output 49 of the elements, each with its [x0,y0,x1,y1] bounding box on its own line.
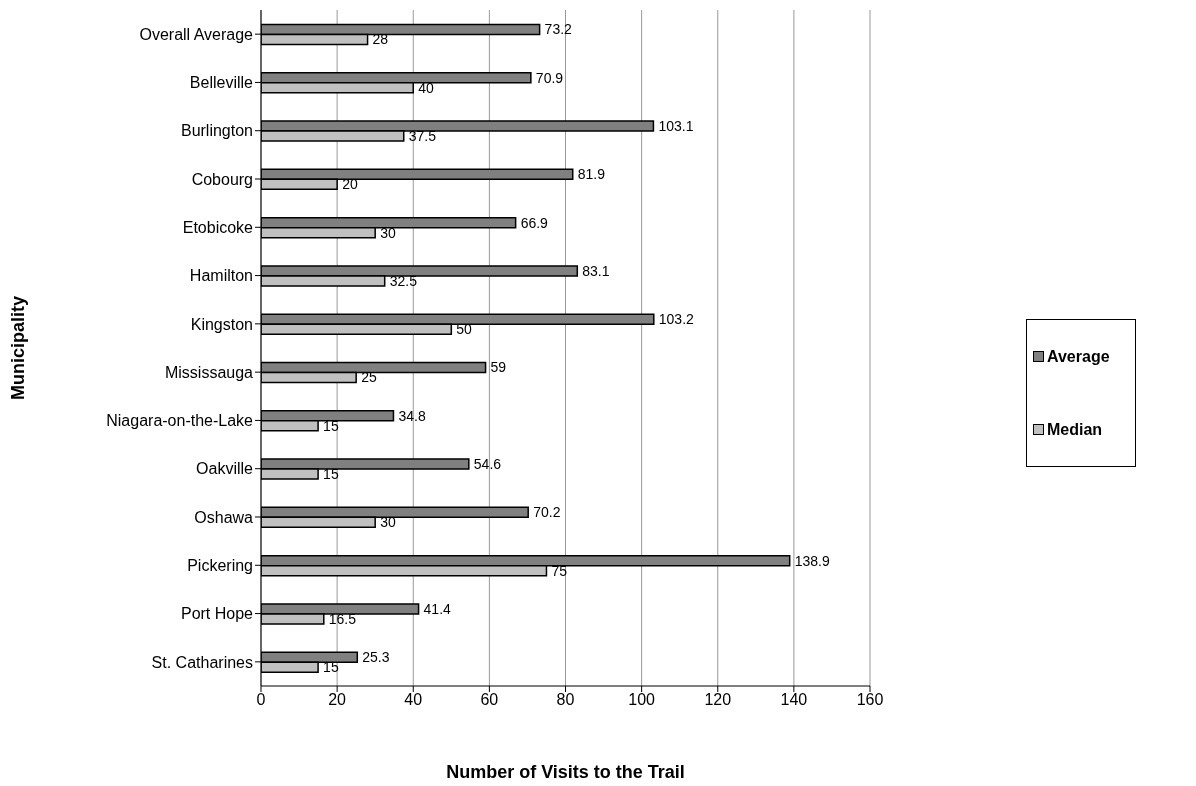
data-label: 103.2 [658,311,695,328]
y-tick-label: St. Catharines [151,653,253,671]
data-label: 75 [551,562,568,579]
y-tick-label: Mississauga [164,363,254,381]
data-label: 41.4 [423,600,452,617]
x-tick-label: 80 [556,691,575,709]
legend-label: Average [1046,347,1111,366]
y-tick-label: Pickering [187,556,253,574]
x-tick-label: 60 [480,691,499,709]
data-label: 70.9 [535,69,564,86]
data-label: 30 [380,224,396,241]
data-label: 16.5 [328,610,357,627]
data-label: 59 [490,359,507,376]
data-label: 40 [418,79,435,96]
y-tick-label: Hamilton [189,267,253,285]
data-label: 73.2 [544,21,573,38]
x-tick-label: 160 [856,691,884,709]
x-tick-label: 120 [704,691,732,709]
data-label: 32.5 [389,272,418,289]
data-label: 138.9 [794,552,830,569]
data-label: 70.2 [533,504,561,521]
data-label: 66.9 [520,214,549,231]
y-tick-label: Niagara-on-the-Lake [106,412,254,430]
y-tick-label: Oakville [196,460,254,478]
data-label: 54.6 [473,456,502,473]
y-tick-label: Oshawa [194,508,254,526]
data-label: 83.1 [582,262,610,279]
x-tick-label: 20 [328,691,347,709]
y-tick-label: Port Hope [180,605,254,623]
x-axis-title: Number of Visits to the Trail [446,762,685,782]
data-label: 37.5 [408,128,437,145]
y-tick-label: Overall Average [139,25,254,43]
y-tick-label: Cobourg [191,170,253,188]
data-label: 81.9 [577,166,606,183]
x-tick-label: 40 [404,691,423,709]
y-tick-label: Belleville [189,74,254,92]
x-tick-label: 100 [628,691,656,709]
y-tick-label: Burlington [180,122,253,140]
x-tick-label: 0 [256,691,266,709]
data-label: 25.3 [362,649,390,666]
data-label: 15 [323,417,339,434]
data-label: 15 [323,466,339,483]
legend-label: Median [1046,420,1104,439]
y-axis-title: Municipality [8,295,29,401]
data-label: 103.1 [658,118,694,135]
y-tick-label: Etobicoke [182,218,254,236]
x-tick-label: 140 [780,691,808,709]
y-tick-label: Kingston [190,315,253,333]
data-label: 34.8 [398,407,426,424]
